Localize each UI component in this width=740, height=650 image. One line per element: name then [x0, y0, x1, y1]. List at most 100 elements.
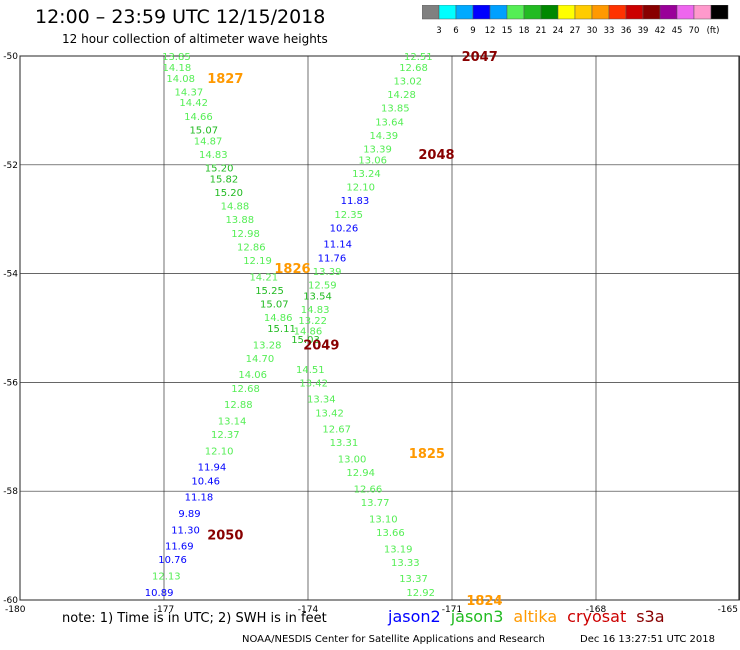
- lon-tick-label: -174: [298, 605, 319, 615]
- wave-height-value: 12.66: [354, 484, 383, 495]
- wave-height-value: 13.77: [361, 498, 390, 509]
- legend-label: 45: [672, 26, 683, 36]
- legend-label: 36: [621, 26, 632, 36]
- legend-label: 39: [638, 26, 649, 36]
- legend-label: 12: [485, 26, 496, 36]
- legend-label: 27: [570, 26, 581, 36]
- pass-time-label: 1825: [409, 447, 445, 462]
- lat-tick-label: -56: [3, 378, 18, 388]
- wave-height-value: 13.33: [391, 558, 420, 569]
- wave-height-value: 11.30: [171, 525, 200, 536]
- wave-height-value: 10.26: [330, 223, 359, 234]
- lon-tick-label: -180: [5, 605, 26, 615]
- wave-height-value: 15.82: [210, 174, 239, 185]
- legend-label: (ft): [707, 26, 720, 36]
- legend-label: 9: [470, 26, 475, 36]
- wave-height-value: 12.68: [231, 384, 260, 395]
- wave-height-value: 15.07: [260, 300, 289, 311]
- wave-height-value: 14.37: [175, 87, 204, 98]
- legend-label: 42: [655, 26, 666, 36]
- lat-tick-label: -54: [3, 270, 18, 280]
- wave-height-value: 13.39: [363, 144, 392, 155]
- wave-height-value: 12.10: [346, 183, 375, 194]
- legend-label: 6: [453, 26, 458, 36]
- wave-height-value: 14.83: [301, 305, 330, 316]
- pass-time-label: 2050: [207, 529, 243, 544]
- wave-height-value: 11.83: [341, 196, 370, 207]
- wave-height-value: 14.08: [166, 74, 195, 85]
- wave-height-value: 12.98: [231, 229, 260, 240]
- wave-height-value: 13.06: [358, 155, 387, 166]
- satellite-jason2: jason2: [388, 607, 441, 626]
- legend-swatch: [710, 5, 729, 20]
- wave-height-value: 12.19: [243, 256, 272, 267]
- wave-height-value: 15.11: [267, 324, 296, 335]
- wave-height-value: 13.85: [381, 104, 410, 115]
- wave-height-value: 14.21: [249, 272, 278, 283]
- wave-height-value: 12.67: [322, 425, 351, 436]
- wave-height-value: 15.20: [205, 164, 234, 175]
- wave-height-value: 13.39: [313, 267, 342, 278]
- pass-time-label: 2049: [303, 338, 339, 353]
- wave-height-value: 13.22: [298, 316, 327, 327]
- wave-height-value: 13.00: [338, 455, 367, 466]
- wave-height-value: 14.70: [246, 354, 275, 365]
- wave-height-value: 13.24: [352, 169, 381, 180]
- wave-height-value: 12.86: [237, 242, 266, 253]
- wave-height-value: 13.42: [315, 408, 344, 419]
- wave-height-value: 14.86: [294, 327, 323, 338]
- wave-height-value: 11.14: [323, 240, 352, 251]
- page-subtitle: 12 hour collection of altimeter wave hei…: [62, 32, 328, 46]
- lon-tick-label: -177: [154, 605, 174, 615]
- wave-height-value: 11.76: [318, 253, 347, 264]
- wave-height-value: 13.66: [376, 528, 405, 539]
- wave-height-value: 14.86: [264, 313, 293, 324]
- wave-height-value: 15.20: [214, 188, 243, 199]
- wave-height-value: 12.88: [224, 400, 253, 411]
- map-frame: [19, 55, 740, 601]
- wave-height-value: 12.35: [334, 210, 363, 221]
- page-title: 12:00 – 23:59 UTC 12/15/2018: [35, 6, 326, 28]
- wave-height-value: 13.37: [399, 574, 428, 585]
- wave-height-value: 12.59: [308, 280, 337, 291]
- pass-time-label: 1827: [207, 72, 243, 87]
- wave-height-value: 14.39: [369, 131, 398, 142]
- wave-height-value: 13.28: [253, 340, 282, 351]
- satellite-legend: jason2 jason3 altika cryosat s3a: [388, 607, 675, 626]
- wave-height-value: 13.31: [330, 438, 359, 449]
- wave-height-value: 12.13: [152, 572, 181, 583]
- wave-height-value: 14.28: [387, 90, 416, 101]
- pass-time-label: 1824: [466, 594, 502, 609]
- footer-credit: NOAA/NESDIS Center for Satellite Applica…: [242, 634, 545, 645]
- wave-height-value: 10.46: [191, 476, 220, 487]
- wave-height-value: 12.51: [404, 52, 433, 63]
- wave-height-value: 11.94: [198, 463, 227, 474]
- wave-height-value: 14.06: [238, 370, 267, 381]
- legend-label: 24: [553, 26, 564, 36]
- lon-tick-label: -168: [586, 605, 607, 615]
- satellite-altika: altika: [513, 607, 558, 626]
- satellite-jason3: jason3: [450, 607, 504, 626]
- legend-label: 30: [587, 26, 598, 36]
- legend-label: 3: [436, 26, 441, 36]
- wave-height-value: 13.64: [375, 117, 404, 128]
- wave-height-value: 10.76: [158, 555, 187, 566]
- legend-label: 21: [536, 26, 547, 36]
- wave-height-value: 12.94: [346, 468, 375, 479]
- legend-label: 33: [604, 26, 615, 36]
- pass-time-label: 1826: [274, 262, 310, 277]
- lon-tick-label: -165: [718, 605, 738, 615]
- footnote: note: 1) Time is in UTC; 2) SWH is in fe…: [62, 611, 327, 626]
- wave-height-value: 14.83: [199, 150, 228, 161]
- wave-height-value: 14.42: [179, 98, 208, 109]
- wave-height-value: 10.89: [145, 588, 174, 599]
- wave-height-value: 12.37: [211, 430, 240, 441]
- wave-height-value: 13.54: [303, 291, 332, 302]
- wave-height-value: 13.88: [225, 215, 254, 226]
- wave-height-value: 12.68: [399, 63, 428, 74]
- wave-height-value: 13.85: [162, 52, 191, 63]
- wave-height-value: 12.92: [406, 588, 435, 599]
- footer-timestamp: Dec 16 13:27:51 UTC 2018: [580, 634, 715, 645]
- lon-tick-label: -171: [442, 605, 462, 615]
- wave-height-value: 11.69: [165, 542, 194, 553]
